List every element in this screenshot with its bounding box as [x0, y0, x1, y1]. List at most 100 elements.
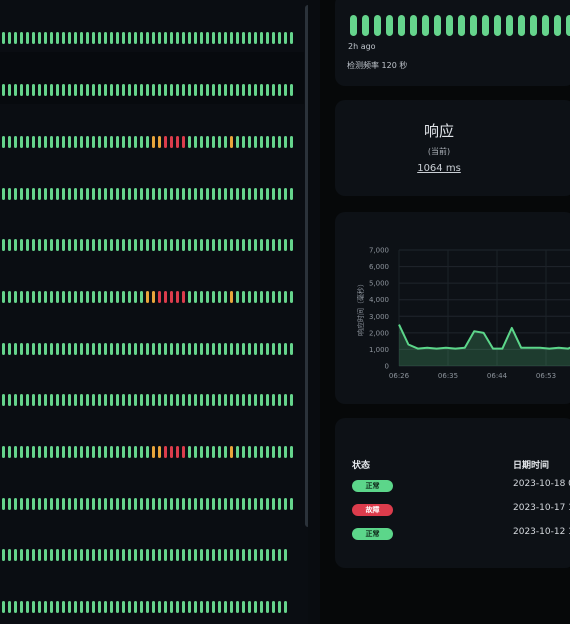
- monitor-row[interactable]: [0, 569, 304, 621]
- beat: [284, 601, 287, 613]
- beat: [200, 498, 203, 510]
- x-tick-label: 06:44: [487, 372, 508, 380]
- beat: [158, 188, 161, 200]
- beat: [134, 239, 137, 251]
- beat: [26, 188, 29, 200]
- y-tick-label: 3,000: [369, 313, 389, 321]
- beat: [176, 84, 179, 96]
- series-area: [399, 324, 570, 366]
- beat: [44, 343, 47, 355]
- beat: [86, 188, 89, 200]
- beat: [146, 394, 149, 406]
- monitor-row[interactable]: [0, 466, 304, 518]
- beat: [278, 84, 281, 96]
- beat: [266, 601, 269, 613]
- beat: [44, 446, 47, 458]
- monitor-row[interactable]: [0, 517, 304, 569]
- beat: [542, 15, 549, 36]
- response-value-link[interactable]: 1064 ms: [335, 163, 543, 174]
- scrollbar[interactable]: [305, 5, 308, 527]
- beat: [56, 188, 59, 200]
- beat: [272, 32, 275, 44]
- beat: [2, 32, 5, 44]
- monitor-row[interactable]: [0, 207, 304, 259]
- beat: [422, 15, 429, 36]
- beat: [206, 446, 209, 458]
- event-datetime: 2023-10-17 18: [513, 503, 570, 513]
- beat: [44, 601, 47, 613]
- beat: [254, 549, 257, 561]
- beat: [272, 291, 275, 303]
- beat: [266, 239, 269, 251]
- beat: [188, 498, 191, 510]
- monitor-row[interactable]: [0, 104, 304, 156]
- beat: [50, 84, 53, 96]
- beat: [116, 84, 119, 96]
- beat: [116, 188, 119, 200]
- beat: [248, 188, 251, 200]
- beat: [68, 343, 71, 355]
- beat: [44, 84, 47, 96]
- beat: [254, 32, 257, 44]
- beat: [200, 136, 203, 148]
- beat: [218, 291, 221, 303]
- beat: [56, 32, 59, 44]
- beat: [170, 446, 173, 458]
- beat: [116, 239, 119, 251]
- beat: [8, 32, 11, 44]
- beat: [176, 394, 179, 406]
- beat: [164, 291, 167, 303]
- monitor-row[interactable]: [0, 0, 304, 52]
- beat: [44, 136, 47, 148]
- beat: [20, 394, 23, 406]
- beat: [80, 239, 83, 251]
- beat: [38, 84, 41, 96]
- y-tick-label: 0: [385, 363, 389, 371]
- beat: [146, 601, 149, 613]
- beat: [206, 601, 209, 613]
- beat: [140, 32, 143, 44]
- monitor-row[interactable]: [0, 156, 304, 208]
- beat: [170, 498, 173, 510]
- beat: [128, 188, 131, 200]
- beat: [26, 239, 29, 251]
- beat: [38, 549, 41, 561]
- beat: [98, 239, 101, 251]
- beat: [260, 188, 263, 200]
- beat: [200, 32, 203, 44]
- beat: [122, 343, 125, 355]
- beat: [200, 188, 203, 200]
- beat: [242, 291, 245, 303]
- monitor-row[interactable]: [0, 311, 304, 363]
- beat: [290, 239, 293, 251]
- beat: [182, 188, 185, 200]
- beat: [218, 446, 221, 458]
- beat: [242, 601, 245, 613]
- beat: [146, 446, 149, 458]
- monitor-row[interactable]: [0, 259, 304, 311]
- beat: [38, 136, 41, 148]
- beat: [32, 136, 35, 148]
- monitor-row[interactable]: [0, 362, 304, 414]
- beat: [446, 15, 453, 36]
- beat: [200, 446, 203, 458]
- status-badge: 故障: [352, 504, 393, 516]
- series-line: [398, 324, 570, 350]
- beat: [56, 549, 59, 561]
- beat: [104, 32, 107, 44]
- beat: [176, 291, 179, 303]
- monitor-row[interactable]: [0, 414, 304, 466]
- beat: [164, 498, 167, 510]
- beat: [128, 32, 131, 44]
- beat: [260, 239, 263, 251]
- beat: [284, 498, 287, 510]
- beat: [134, 291, 137, 303]
- datetime-column-header: 日期时间: [513, 461, 550, 471]
- beat: [50, 32, 53, 44]
- beat: [248, 136, 251, 148]
- beat: [116, 136, 119, 148]
- monitor-row[interactable]: [0, 52, 304, 104]
- beat: [230, 32, 233, 44]
- beat: [254, 601, 257, 613]
- beat: [134, 188, 137, 200]
